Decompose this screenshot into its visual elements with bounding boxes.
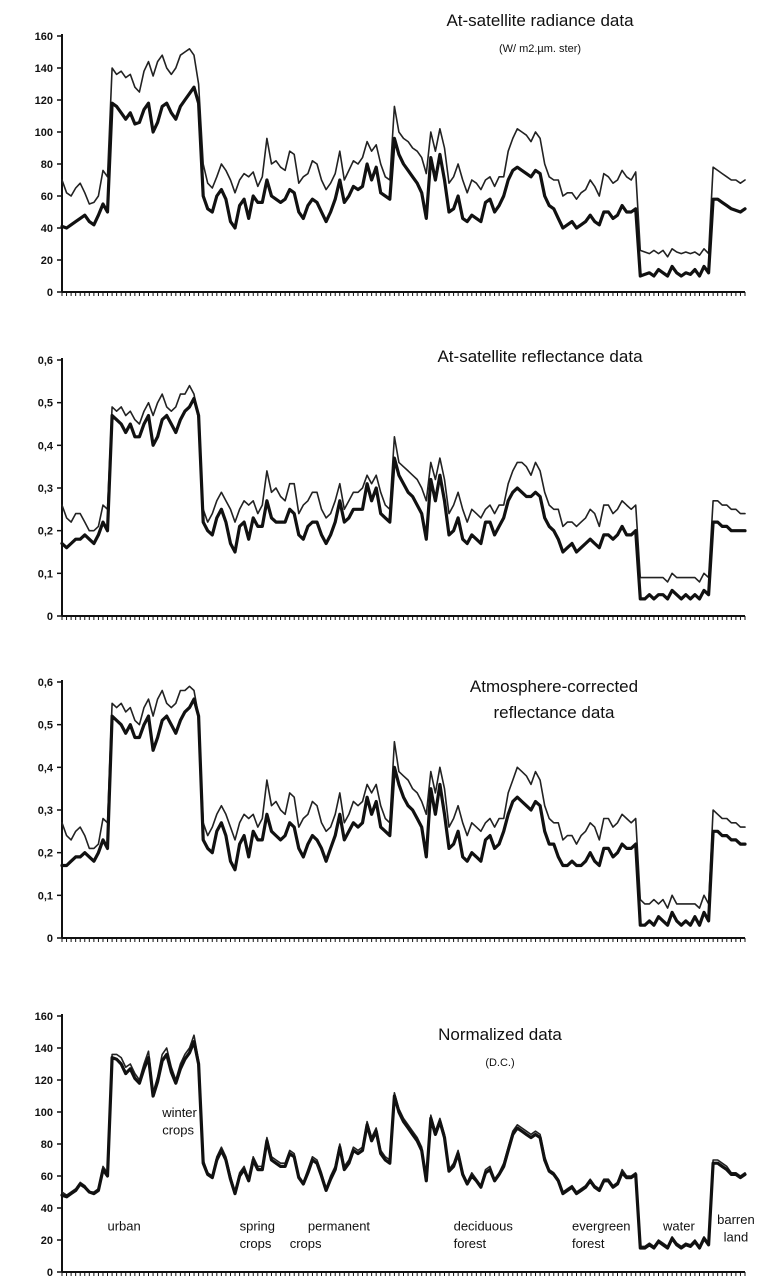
class-label: barren bbox=[717, 1212, 755, 1227]
series-line-1 bbox=[61, 685, 746, 909]
y-tick-label: 0,1 bbox=[38, 568, 53, 580]
y-tick-label: 140 bbox=[35, 63, 53, 75]
y-tick-label: 0,5 bbox=[38, 398, 53, 410]
panel-title: Atmosphere-corrected bbox=[470, 677, 638, 696]
series-line-1 bbox=[61, 1034, 746, 1248]
class-label: crops bbox=[162, 1122, 194, 1137]
y-tick-label: 60 bbox=[41, 191, 53, 203]
class-label: land bbox=[724, 1230, 749, 1245]
y-tick-label: 0 bbox=[47, 287, 53, 299]
series-line-2 bbox=[60, 85, 747, 278]
series-line-2 bbox=[60, 396, 747, 601]
y-tick-label: 40 bbox=[41, 1203, 53, 1215]
y-tick-label: 100 bbox=[35, 1107, 53, 1119]
y-tick-label: 60 bbox=[41, 1171, 53, 1183]
panel-title: At-satellite reflectance data bbox=[437, 347, 643, 366]
y-tick-label: 0,6 bbox=[38, 677, 53, 689]
panel-atmosphere-corrected: Atmosphere-corrected reflectance data 0 0… bbox=[38, 677, 747, 945]
class-label: crops bbox=[290, 1236, 322, 1251]
class-label: deciduous bbox=[454, 1218, 514, 1233]
panel-reflectance: At-satellite reflectance data 0 0,1 0,2 0,3… bbox=[38, 347, 747, 623]
panel-subtitle: (W/ m2.µm. ster) bbox=[499, 43, 581, 55]
y-tick-label: 0 bbox=[47, 1267, 53, 1278]
y-tick-label: 0,4 bbox=[38, 440, 54, 452]
panel-normalized: Normalized data (D.C.) 0 20 40 60 80 100 120 14… bbox=[35, 1011, 755, 1279]
series-line-2 bbox=[60, 697, 747, 927]
panel-subtitle: reflectance data bbox=[494, 703, 616, 722]
y-tick-label: 0 bbox=[47, 933, 53, 945]
y-tick-label: 0,3 bbox=[38, 805, 53, 817]
y-tick-label: 0,2 bbox=[38, 526, 53, 538]
y-tick-label: 0,2 bbox=[38, 848, 53, 860]
class-label: permanent bbox=[308, 1218, 371, 1233]
y-tick-label: 120 bbox=[35, 1075, 53, 1087]
series-line-2 bbox=[60, 1039, 747, 1250]
y-tick-label: 0,4 bbox=[38, 762, 54, 774]
class-label: forest bbox=[572, 1236, 605, 1251]
y-tick-label: 0 bbox=[47, 611, 53, 623]
panel-title: Normalized data bbox=[438, 1025, 562, 1044]
class-label: water bbox=[662, 1218, 695, 1233]
y-tick-label: 0,6 bbox=[38, 355, 53, 367]
series-line-1 bbox=[61, 384, 746, 583]
y-tick-label: 160 bbox=[35, 31, 53, 43]
y-tick-label: 20 bbox=[41, 1235, 53, 1247]
panel-subtitle: (D.C.) bbox=[485, 1057, 514, 1069]
y-tick-label: 40 bbox=[41, 223, 53, 235]
class-label: crops bbox=[240, 1236, 272, 1251]
y-tick-label: 140 bbox=[35, 1043, 53, 1055]
panel-radiance: At-satellite radiance data (W/ m2.µm. st… bbox=[35, 11, 747, 299]
class-label: evergreen bbox=[572, 1218, 631, 1233]
class-label: spring bbox=[240, 1218, 275, 1233]
class-label: urban bbox=[108, 1218, 141, 1233]
class-label: forest bbox=[454, 1236, 487, 1251]
y-tick-label: 0,1 bbox=[38, 890, 53, 902]
y-tick-label: 160 bbox=[35, 1011, 53, 1023]
y-tick-label: 80 bbox=[41, 1139, 53, 1151]
series-line-1 bbox=[61, 47, 746, 258]
class-label: winter bbox=[161, 1105, 197, 1120]
y-tick-label: 80 bbox=[41, 159, 53, 171]
y-tick-label: 0,3 bbox=[38, 483, 53, 495]
y-tick-label: 100 bbox=[35, 127, 53, 139]
panel-title: At-satellite radiance data bbox=[446, 11, 634, 30]
y-tick-label: 120 bbox=[35, 95, 53, 107]
y-tick-label: 20 bbox=[41, 255, 53, 267]
y-tick-label: 0,5 bbox=[38, 720, 53, 732]
